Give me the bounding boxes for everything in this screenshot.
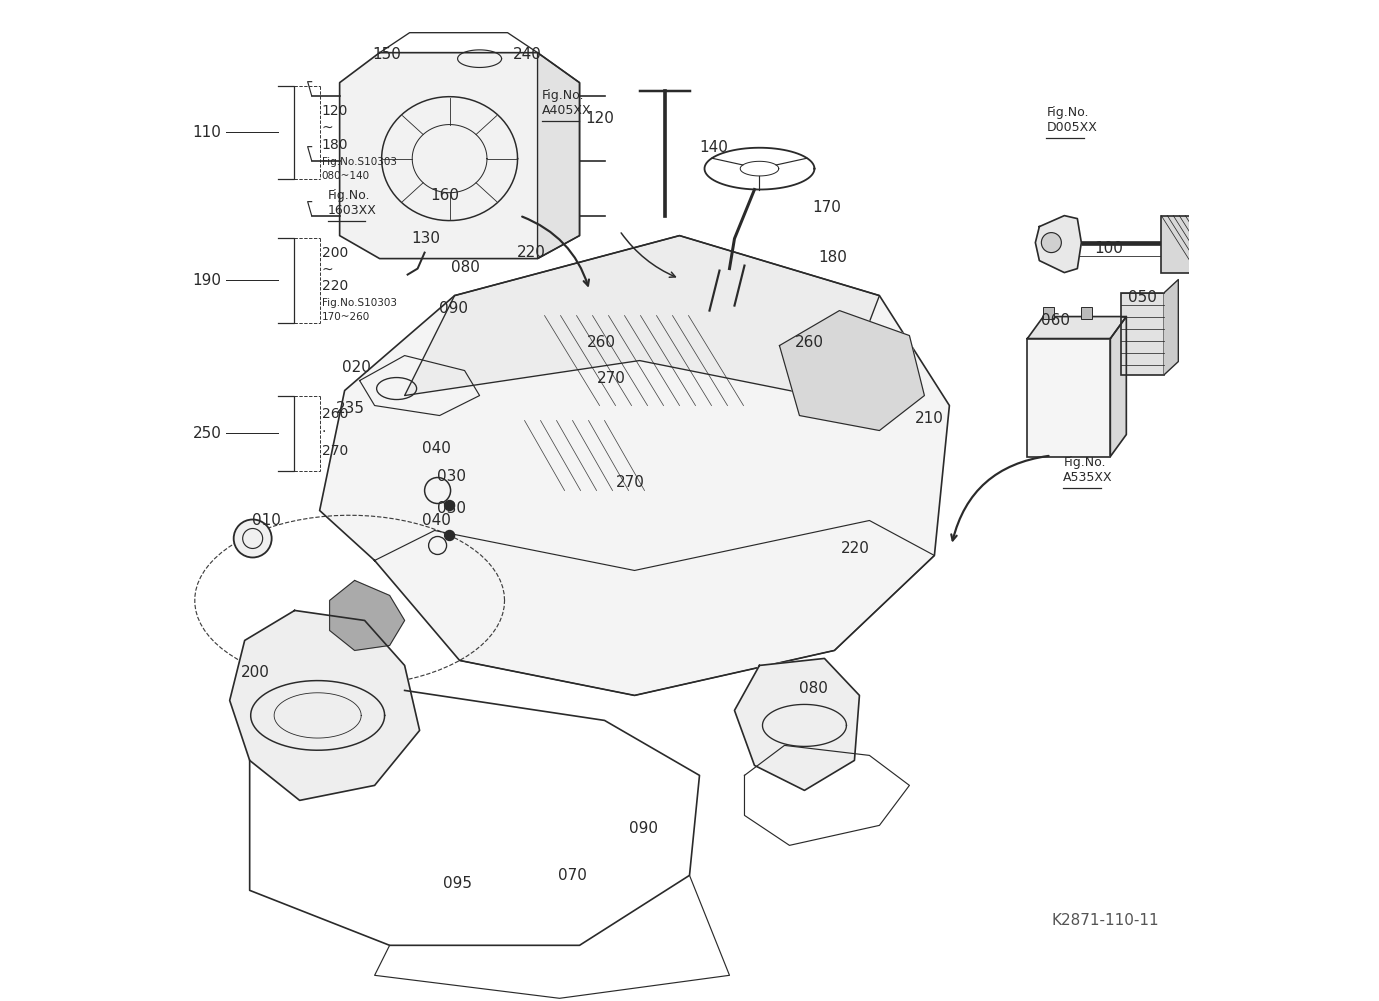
Text: 160: 160 [430,188,459,203]
Polygon shape [404,235,880,400]
Bar [1027,338,1110,456]
Text: Fig.No.: Fig.No. [328,189,370,202]
Text: 090: 090 [439,301,467,316]
Text: 235: 235 [336,401,365,416]
Text: 090: 090 [629,821,658,836]
Text: A405XX: A405XX [542,104,592,117]
Text: 220: 220 [517,245,546,260]
Text: 110: 110 [193,125,222,140]
Circle shape [444,500,455,511]
Polygon shape [339,53,579,258]
Text: Fig.No.: Fig.No. [1047,106,1089,119]
Text: 250: 250 [193,425,222,440]
Text: 050: 050 [1128,290,1157,305]
Text: 1603XX: 1603XX [328,204,376,217]
Polygon shape [1164,279,1178,374]
Text: 170~260: 170~260 [321,311,370,321]
Text: 180: 180 [818,250,847,265]
Text: 220: 220 [321,278,348,292]
Text: 140: 140 [699,140,728,155]
Polygon shape [779,310,924,430]
Text: 100: 100 [1094,241,1123,256]
Text: 180: 180 [321,138,348,151]
Text: ~: ~ [321,262,334,276]
Polygon shape [735,659,859,791]
Text: 150: 150 [372,47,401,62]
Polygon shape [1027,316,1127,338]
Text: 120: 120 [585,111,614,126]
Text: 080~140: 080~140 [321,170,370,180]
Circle shape [233,520,272,558]
Text: 130: 130 [411,231,440,246]
Text: 020: 020 [342,360,371,375]
Text: Fig.No.: Fig.No. [1063,456,1106,469]
Polygon shape [1110,316,1127,456]
Text: 260: 260 [587,335,616,350]
Text: 260: 260 [794,335,825,350]
Text: 200: 200 [321,245,348,259]
Text: 095: 095 [443,876,472,891]
Text: 060: 060 [1041,313,1070,328]
Polygon shape [320,235,949,696]
Bar [1121,292,1164,374]
Text: 210: 210 [916,411,943,426]
Text: 260: 260 [321,406,348,420]
Text: 010: 010 [252,513,281,528]
Text: ~: ~ [321,121,334,135]
Polygon shape [1036,215,1081,272]
Polygon shape [230,611,419,801]
Text: 170: 170 [812,200,841,215]
Text: 080: 080 [451,260,480,275]
Text: ·: · [321,424,325,438]
Text: 200: 200 [241,665,270,680]
Text: 040: 040 [422,513,451,528]
Text: 220: 220 [841,541,870,556]
Text: 080: 080 [798,681,827,696]
Text: 270: 270 [616,475,645,490]
Text: 040: 040 [422,441,451,456]
Circle shape [1041,232,1062,252]
Text: K2871-110-11: K2871-110-11 [1051,913,1158,928]
Text: 120: 120 [321,104,348,118]
Bar [1081,306,1092,318]
Text: 240: 240 [513,47,542,62]
Text: Fig.No.: Fig.No. [542,89,585,102]
Circle shape [444,531,455,541]
Bar [1161,215,1197,272]
Text: 270: 270 [321,443,348,457]
Text: D005XX: D005XX [1047,121,1098,134]
Polygon shape [538,53,579,258]
Bar [1044,306,1055,318]
Text: 070: 070 [558,868,587,883]
Text: 030: 030 [437,500,466,516]
Text: Fig.No.S10303: Fig.No.S10303 [321,297,397,307]
Text: A535XX: A535XX [1063,471,1113,484]
Text: 270: 270 [597,371,626,386]
Polygon shape [330,581,404,651]
Text: 030: 030 [437,469,466,484]
Polygon shape [1197,203,1211,272]
Text: 190: 190 [193,272,222,287]
Text: Fig.No.S10303: Fig.No.S10303 [321,156,397,166]
